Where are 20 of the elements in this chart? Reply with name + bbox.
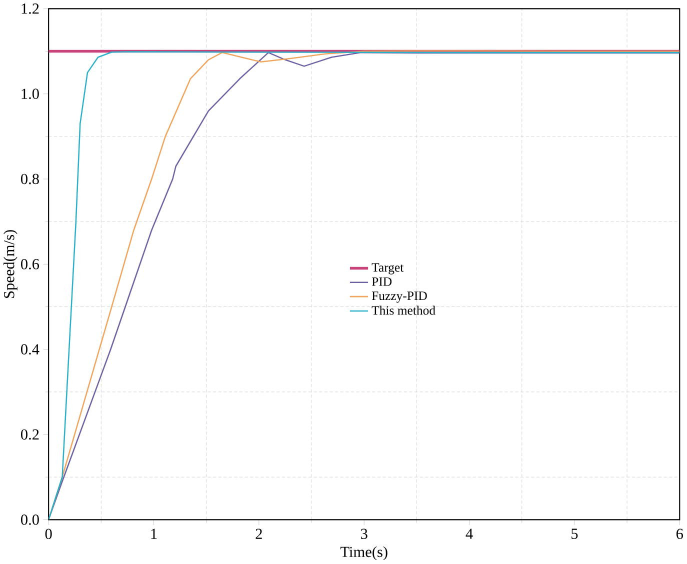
- legend-label: This method: [372, 306, 436, 315]
- x-axis-title: Time(s): [340, 546, 388, 560]
- legend-label: PID: [372, 278, 392, 286]
- x-tick-label: 3: [361, 528, 368, 540]
- y-tick-label: 0.6: [20, 259, 40, 270]
- y-tick-label: 1.0: [22, 88, 39, 100]
- legend-label: Target: [372, 263, 404, 274]
- y-tick-label: 0.2: [20, 429, 39, 440]
- x-tick-label: 1: [151, 528, 157, 539]
- x-tick-label: 4: [466, 528, 473, 539]
- y-tick-label: 0.0: [20, 514, 39, 526]
- legend-label: Fuzzy-PID: [372, 292, 427, 303]
- x-tick-label: 0: [45, 528, 52, 540]
- y-tick-label: 1.2: [22, 4, 39, 14]
- x-tick-label: 5: [572, 528, 578, 540]
- x-tick-label: 2: [256, 528, 262, 539]
- y-tick-label: 0.8: [20, 174, 39, 184]
- y-axis-title: Speed(m/s): [4, 230, 18, 298]
- x-tick-label: 6: [676, 528, 684, 540]
- y-tick-label: 0.4: [20, 344, 40, 355]
